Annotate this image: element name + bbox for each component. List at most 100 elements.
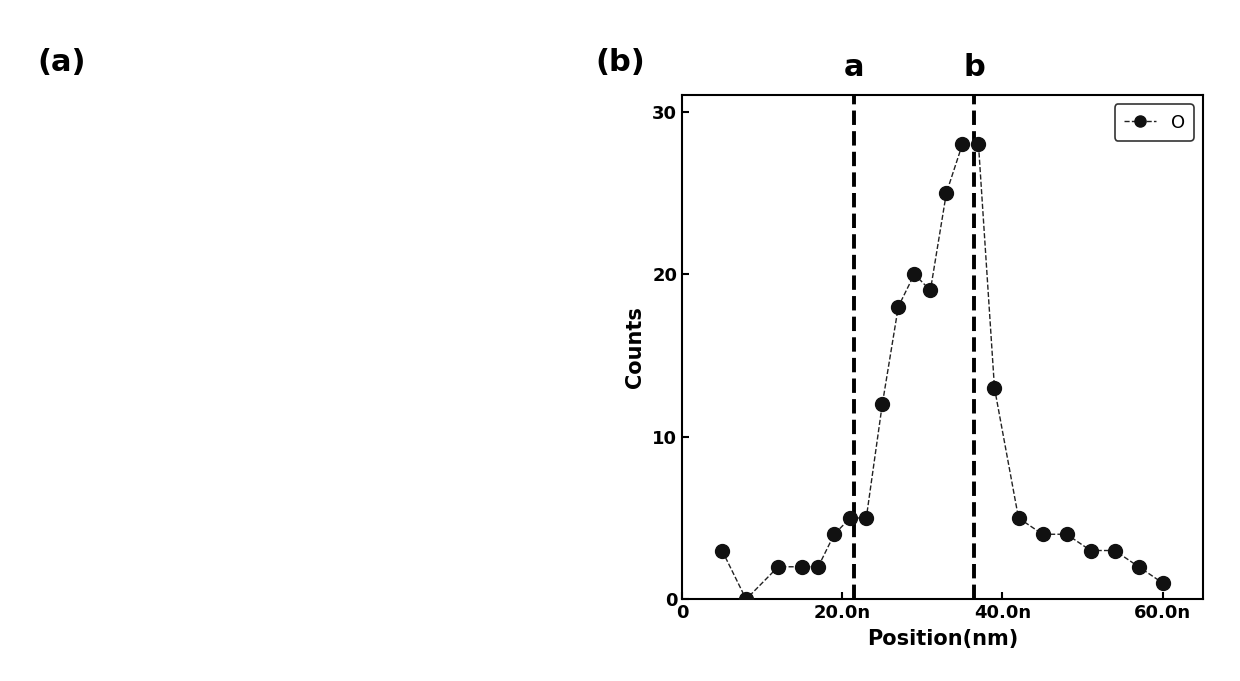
Point: [492, 366, 512, 377]
Point: [210, 308, 229, 319]
Point: [334, 387, 353, 398]
Point: [242, 279, 262, 289]
Point: [427, 334, 446, 345]
Point: [430, 338, 450, 349]
Point: [263, 296, 283, 306]
Point: [247, 344, 267, 355]
Point: [358, 359, 378, 370]
Point: [162, 270, 182, 281]
Point: [181, 220, 201, 231]
Point: [162, 334, 182, 345]
Point: [258, 345, 278, 356]
Point: [404, 326, 424, 336]
Point: [340, 434, 360, 445]
Point: [415, 340, 435, 351]
Point: [285, 309, 305, 320]
Point: [322, 305, 342, 316]
Text: Ta: Ta: [102, 495, 139, 524]
Point: [207, 300, 227, 311]
Text: a: a: [844, 53, 864, 82]
Point: [352, 323, 372, 334]
Point: [403, 320, 423, 331]
Text: (b): (b): [595, 48, 645, 77]
Point: [309, 304, 329, 315]
Point: [190, 292, 210, 303]
Point: [428, 314, 448, 325]
Point: [281, 406, 301, 417]
Point: [329, 341, 348, 352]
Point: [438, 341, 458, 352]
Point: [417, 321, 436, 332]
Point: [311, 395, 331, 406]
Point: [242, 294, 262, 304]
Point: [179, 292, 198, 303]
Point: [198, 338, 218, 349]
Point: [374, 335, 394, 346]
Text: a: a: [374, 414, 404, 457]
Point: [246, 294, 265, 304]
Point: [248, 268, 268, 279]
Point: [500, 343, 520, 353]
Point: [181, 326, 201, 337]
Point: [273, 321, 293, 332]
Point: [298, 264, 317, 274]
Point: [387, 338, 407, 349]
Point: [160, 267, 180, 278]
Point: [278, 295, 298, 306]
Point: [387, 278, 407, 289]
Point: [257, 295, 277, 306]
Point: [500, 401, 520, 412]
Point: [379, 322, 399, 333]
Point: [443, 330, 463, 341]
Point: [190, 302, 210, 313]
Point: [436, 391, 456, 402]
Point: [446, 394, 466, 405]
Point: [440, 429, 460, 440]
Point: [366, 291, 386, 302]
Point: [185, 311, 205, 322]
Point: [467, 259, 487, 270]
Point: [475, 333, 495, 344]
Point: [494, 373, 513, 383]
Point: [233, 292, 253, 303]
Point: [402, 345, 422, 355]
Point: [396, 323, 415, 334]
Point: [182, 324, 202, 335]
Point: [327, 308, 347, 319]
Point: [463, 431, 482, 442]
Point: [511, 295, 531, 306]
Point: [481, 345, 501, 356]
Point: [215, 289, 234, 300]
Point: [476, 319, 496, 330]
Point: [382, 327, 402, 338]
Point: [289, 268, 309, 279]
Point: [480, 373, 500, 384]
Point: [272, 340, 291, 351]
Point: [352, 358, 372, 368]
Point: [280, 252, 300, 263]
Point: [474, 310, 494, 321]
Point: [226, 349, 246, 360]
Point: [460, 382, 480, 393]
Point: [441, 383, 461, 394]
Point: [312, 225, 332, 236]
Point: [403, 330, 423, 341]
Point: [360, 318, 379, 329]
Point: [512, 368, 532, 379]
Point: [298, 338, 317, 349]
Point: [169, 272, 188, 283]
Point: [243, 307, 263, 318]
Point: [430, 360, 450, 371]
Point: [352, 430, 372, 441]
Text: 2nm: 2nm: [432, 561, 466, 576]
Point: [407, 333, 427, 344]
Point: [469, 357, 489, 368]
Point: [446, 366, 466, 377]
Point: [438, 368, 458, 379]
Point: [277, 327, 296, 338]
Point: [501, 366, 521, 377]
Point: [211, 334, 231, 345]
Point: [474, 447, 494, 458]
Point: [424, 364, 444, 375]
Point: [379, 353, 399, 364]
